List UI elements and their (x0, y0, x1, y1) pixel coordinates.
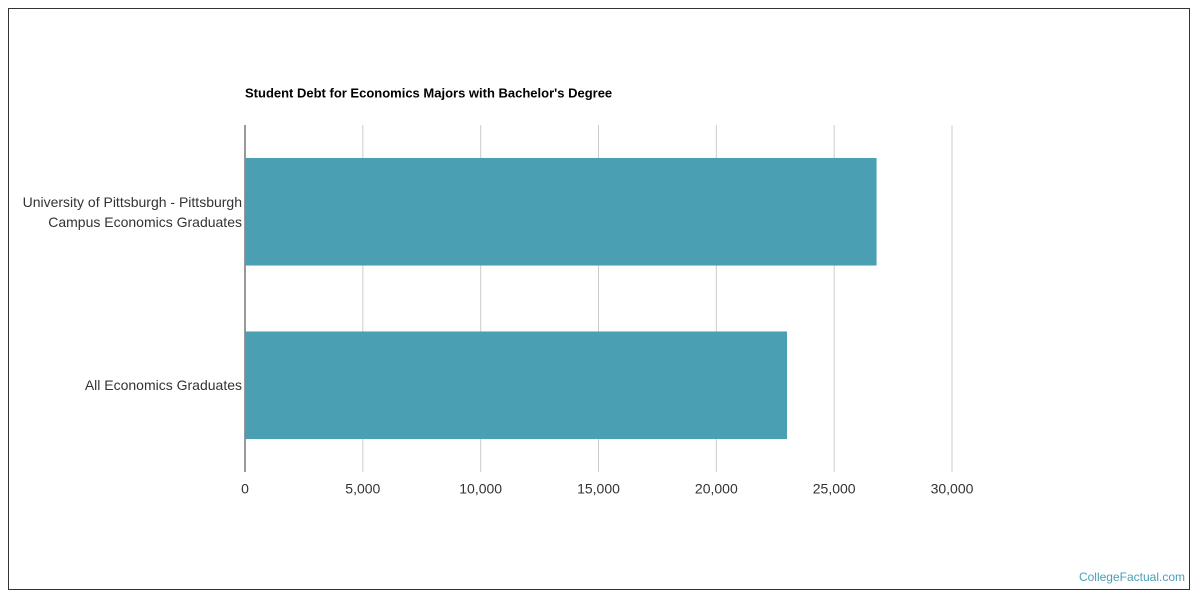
y-tick-label: University of Pittsburgh - Pittsburgh Ca… (22, 193, 242, 230)
x-tick-label: 15,000 (577, 481, 620, 497)
bar (245, 157, 877, 266)
x-tick-label: 0 (241, 481, 249, 497)
bar (245, 331, 788, 440)
x-tick-label: 20,000 (695, 481, 738, 497)
x-tick-label: 30,000 (931, 481, 974, 497)
y-tick-label: All Economics Graduates (84, 377, 242, 394)
x-tick-label: 10,000 (459, 481, 502, 497)
chart-title: Student Debt for Economics Majors with B… (245, 85, 612, 100)
x-tick-label: 5,000 (345, 481, 380, 497)
x-tick-label: 25,000 (813, 481, 856, 497)
watermark: CollegeFactual.com (1079, 570, 1185, 584)
